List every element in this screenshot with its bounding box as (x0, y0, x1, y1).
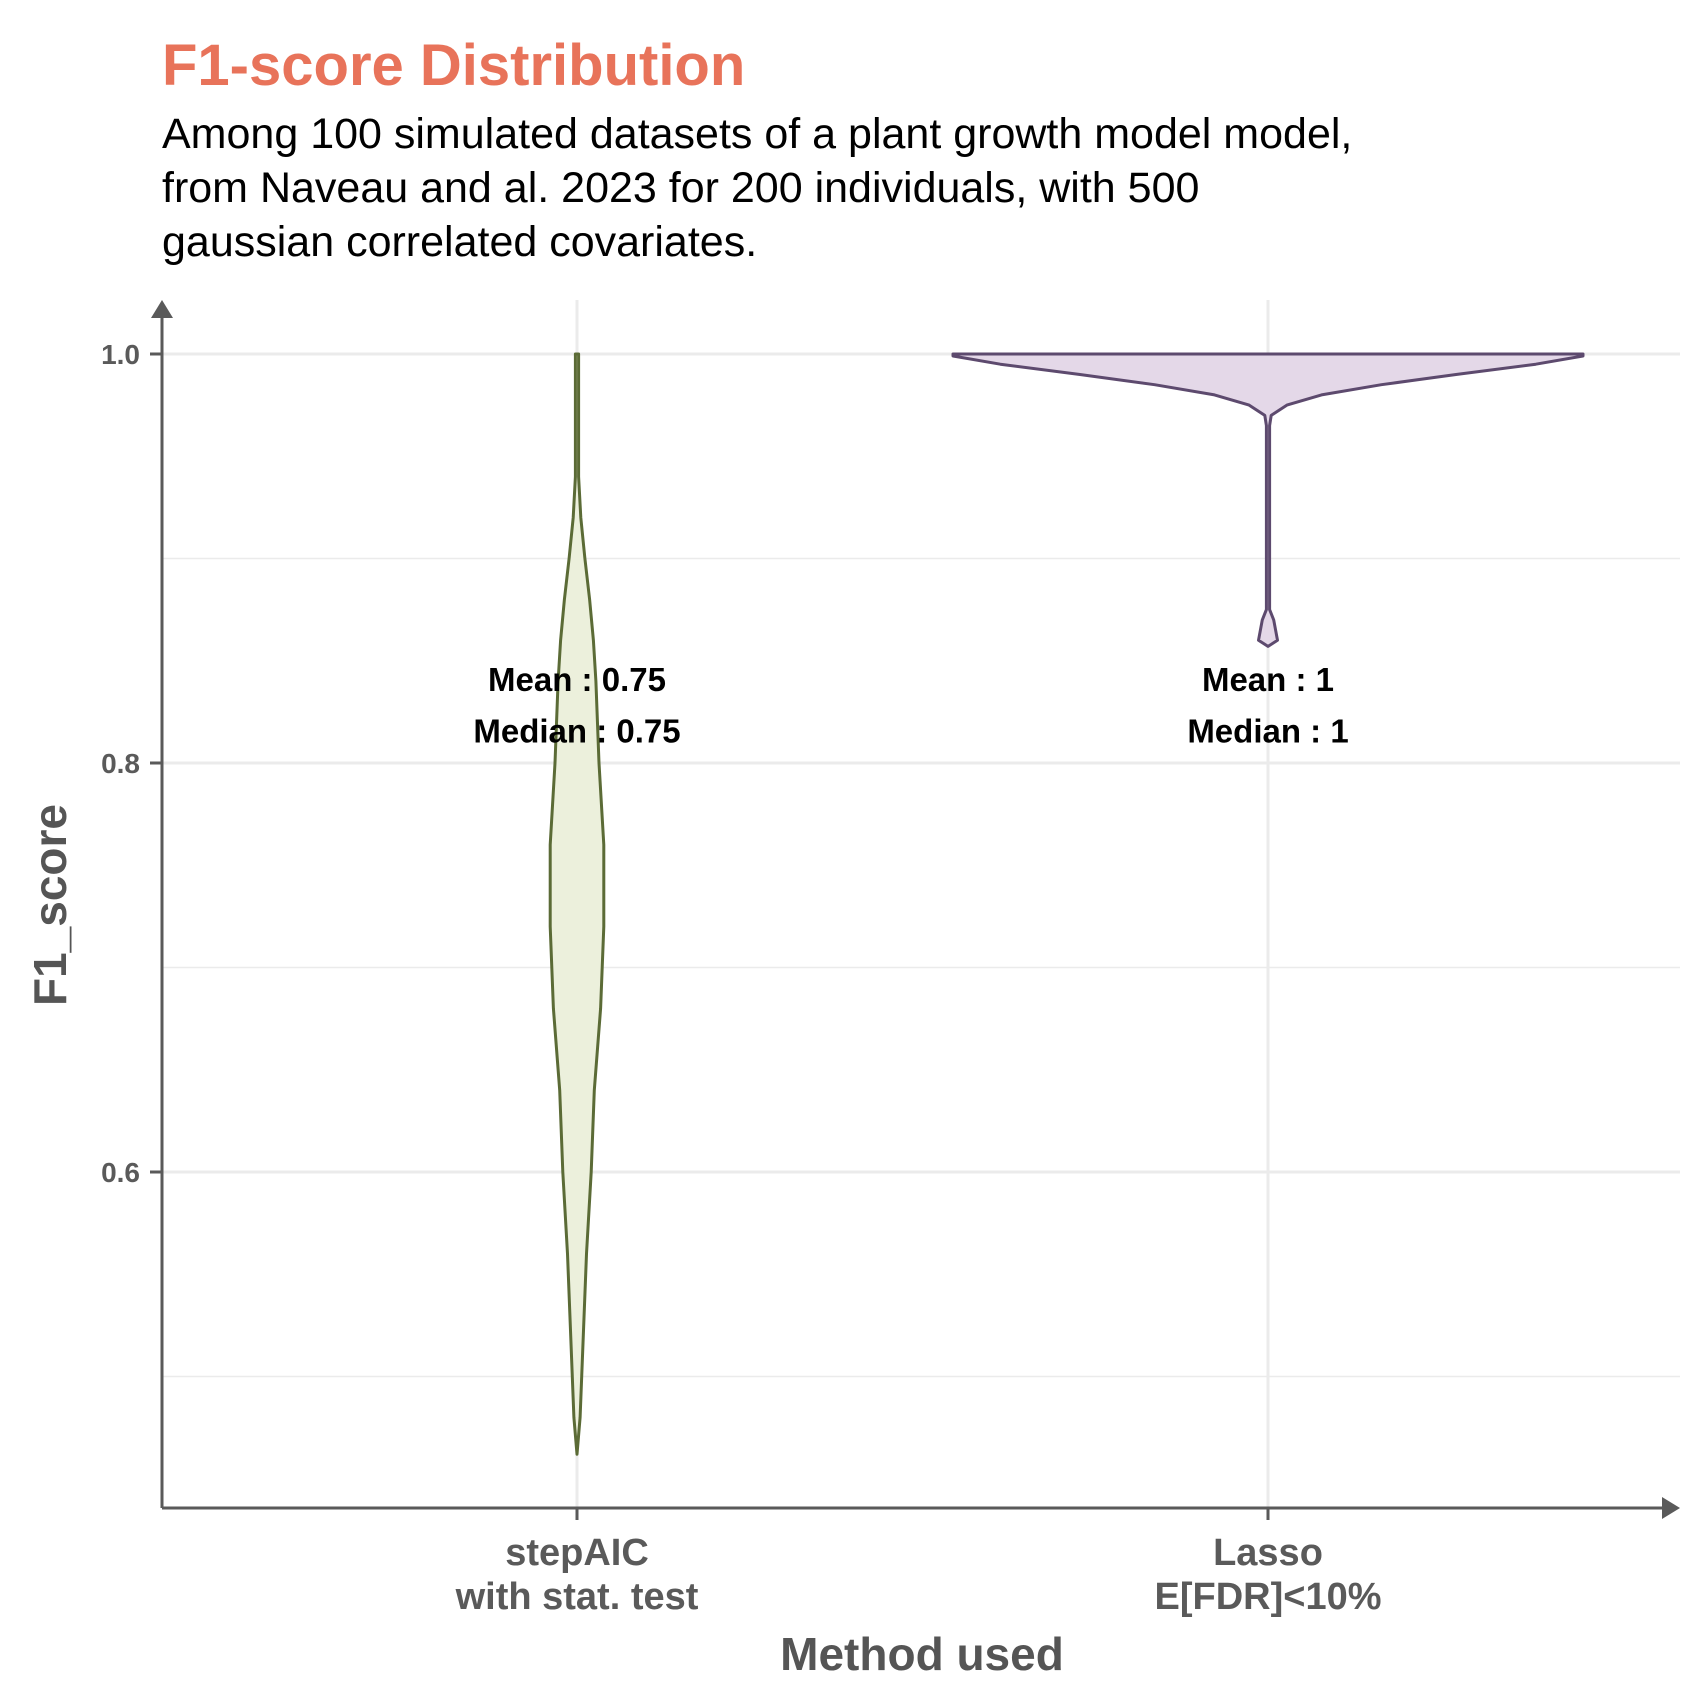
x-tick-label-1-1: E[FDR]<10% (1155, 1576, 1382, 1618)
y-tick-label-0: 0.6 (101, 1157, 140, 1188)
x-tick-label-0-0: stepAIC (505, 1532, 649, 1574)
y-tick-label-1: 0.8 (101, 748, 140, 779)
x-axis-title: Method used (780, 1628, 1064, 1680)
annotations: Mean : 0.75 Median : 0.75 Mean : 1 Median :… (473, 661, 1348, 749)
y-axis-title: F1_score (24, 804, 76, 1006)
chart-subtitle-line-2: from Naveau and al. 2023 for 200 individ… (162, 164, 1199, 212)
x-axis-arrow (1662, 1497, 1680, 1519)
violin-0 (548, 352, 606, 1456)
violin-1 (951, 352, 1585, 648)
annotation-0-1: Median : 0.75 (473, 712, 680, 749)
annotation-0-0: Mean : 0.75 (488, 661, 666, 698)
chart-subtitle-line-1: Among 100 simulated datasets of a plant … (162, 110, 1352, 158)
annotation-1-0: Mean : 1 (1202, 661, 1334, 698)
x-tick-label-1-0: Lasso (1213, 1532, 1323, 1574)
x-tick-label-0-1: with stat. test (455, 1576, 699, 1618)
y-axis-arrow (151, 300, 173, 318)
chart-subtitle-line-3: gaussian correlated covariates. (162, 218, 757, 266)
violins (548, 352, 1585, 1456)
gridlines (162, 300, 1680, 1508)
annotation-1-1: Median : 1 (1187, 712, 1348, 749)
y-tick-label-2: 1.0 (101, 339, 140, 370)
chart-title: F1-score Distribution (162, 33, 745, 98)
